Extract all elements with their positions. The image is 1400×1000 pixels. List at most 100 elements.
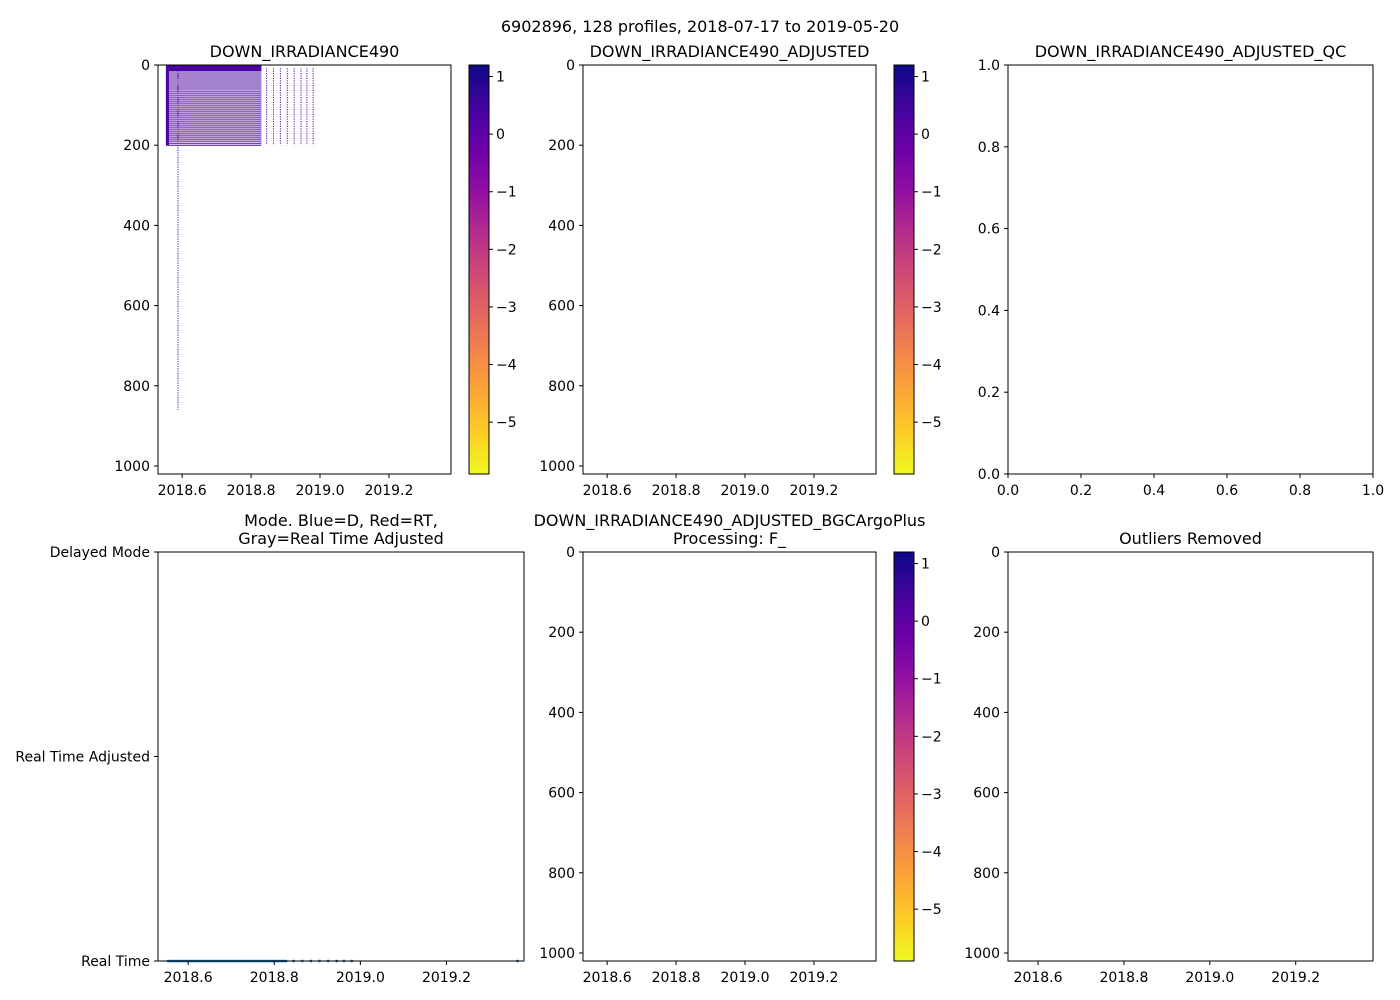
colorbar-tick-label: −3 xyxy=(921,300,942,316)
axes-frame xyxy=(1007,64,1374,475)
y-tick-label: Real Time Adjusted xyxy=(15,750,150,766)
colorbar-tick-label: −3 xyxy=(921,787,942,803)
colorbar-tick-label: −2 xyxy=(921,242,942,258)
y-tick-label: 1000 xyxy=(964,946,1000,962)
colorbar-tick-label: −1 xyxy=(921,672,942,688)
x-tick-label: 2018.8 xyxy=(652,970,701,986)
y-tick-label: 400 xyxy=(548,705,575,721)
colorbar xyxy=(893,64,915,475)
panel-p6: Outliers Removed 2018.6 2018.8 2019.0 2019.2… xyxy=(964,529,1374,986)
y-tick-label: 0.0 xyxy=(978,467,1000,483)
colorbar-tick-label: 0 xyxy=(921,127,930,143)
panel-p1: DOWN_IRRADIANCE490 2018.6 2018.8 2019.0 2019… xyxy=(114,42,516,499)
x-tick-label: 2018.6 xyxy=(164,970,213,986)
suptitle: 6902896, 128 profiles, 2018-07-17 to 201… xyxy=(501,17,899,36)
y-tick-label: 0.4 xyxy=(978,303,1000,319)
colorbar-tick-label: 1 xyxy=(496,70,505,86)
y-tick-label: 800 xyxy=(548,866,575,882)
y-tick-label: 0.8 xyxy=(978,140,1000,156)
y-tick-label: 1.0 xyxy=(978,58,1000,74)
colorbar-tick-label: −1 xyxy=(921,185,942,201)
x-tick-label: 2018.8 xyxy=(227,483,276,499)
colorbar-tick-label: −2 xyxy=(921,729,942,745)
panel-p4: Mode. Blue=D, Red=RT,Gray=Real Time Adju… xyxy=(15,511,525,986)
colorbar xyxy=(893,551,915,962)
x-tick-label: 2019.0 xyxy=(721,483,770,499)
colorbar-tick-label: −4 xyxy=(921,358,942,374)
x-tick-label: 2018.8 xyxy=(1099,970,1148,986)
colorbar xyxy=(468,64,490,475)
colorbar-tick-label: −5 xyxy=(921,415,942,431)
y-tick-label: 200 xyxy=(548,625,575,641)
x-tick-label: 2019.0 xyxy=(336,970,385,986)
colorbar-tick-label: 1 xyxy=(921,70,930,86)
y-tick-label: 800 xyxy=(548,379,575,395)
y-tick-label: 0 xyxy=(991,545,1000,561)
y-tick-label: Delayed Mode xyxy=(50,545,150,561)
colorbar-tick-label: −1 xyxy=(496,185,517,201)
y-tick-label: Real Time xyxy=(81,954,150,970)
panel-p2: DOWN_IRRADIANCE490_ADJUSTED 2018.6 2018.8 2… xyxy=(539,42,941,499)
x-tick-label: 0.0 xyxy=(997,483,1019,499)
y-tick-label: 800 xyxy=(973,866,1000,882)
colorbar-tick-label: −5 xyxy=(921,902,942,918)
x-tick-label: 2019.2 xyxy=(422,970,471,986)
y-tick-label: 600 xyxy=(123,299,150,315)
y-tick-label: 200 xyxy=(973,625,1000,641)
x-tick-label: 2019.0 xyxy=(1185,970,1234,986)
panel-p3: DOWN_IRRADIANCE490_ADJUSTED_QC 0.0 0.2 0.4 0… xyxy=(978,42,1384,499)
panel-title: Outliers Removed xyxy=(1119,529,1262,548)
panel-title: Mode. Blue=D, Red=RT, xyxy=(244,511,438,530)
y-tick-label: 0 xyxy=(566,58,575,74)
x-tick-label: 2018.6 xyxy=(1014,970,1063,986)
colorbar-tick-label: −3 xyxy=(496,300,517,316)
heatmap-surface-band xyxy=(165,65,262,72)
panel-title: DOWN_IRRADIANCE490_ADJUSTED xyxy=(590,42,870,62)
colorbar-tick-label: −4 xyxy=(496,358,517,374)
x-tick-label: 2018.6 xyxy=(583,970,632,986)
y-tick-label: 200 xyxy=(548,138,575,154)
x-tick-label: 2019.2 xyxy=(789,483,838,499)
x-tick-label: 0.4 xyxy=(1143,483,1165,499)
panel-title: DOWN_IRRADIANCE490_ADJUSTED_QC xyxy=(1035,42,1347,62)
colorbar-tick-label: −5 xyxy=(496,415,517,431)
y-tick-label: 1000 xyxy=(114,459,150,475)
y-tick-label: 600 xyxy=(973,786,1000,802)
panel-p5: DOWN_IRRADIANCE490_ADJUSTED_BGCArgoPlusP… xyxy=(534,511,942,986)
axes-frame xyxy=(582,551,877,962)
axes-frame xyxy=(157,551,525,962)
x-tick-label: 2019.2 xyxy=(789,970,838,986)
axes-frame xyxy=(582,64,877,475)
y-tick-label: 400 xyxy=(973,705,1000,721)
y-tick-label: 0.2 xyxy=(978,385,1000,401)
x-tick-label: 2019.0 xyxy=(296,483,345,499)
colorbar-tick-label: −2 xyxy=(496,242,517,258)
axes-frame xyxy=(1007,551,1374,962)
x-tick-label: 2019.0 xyxy=(721,970,770,986)
y-tick-label: 600 xyxy=(548,786,575,802)
y-tick-label: 600 xyxy=(548,299,575,315)
y-tick-label: 1000 xyxy=(539,459,575,475)
axes-frame xyxy=(157,64,452,475)
x-tick-label: 1.0 xyxy=(1362,483,1384,499)
x-tick-label: 2019.2 xyxy=(364,483,413,499)
heatmap-edge-profile xyxy=(165,71,169,146)
x-tick-label: 0.8 xyxy=(1289,483,1311,499)
x-tick-label: 2019.2 xyxy=(1271,970,1320,986)
y-tick-label: 0 xyxy=(566,545,575,561)
panel-subtitle: Gray=Real Time Adjusted xyxy=(238,529,444,548)
panel-title: DOWN_IRRADIANCE490 xyxy=(210,42,400,62)
colorbar-tick-label: 0 xyxy=(496,127,505,143)
y-tick-label: 1000 xyxy=(539,946,575,962)
y-tick-label: 0.6 xyxy=(978,222,1000,238)
x-tick-label: 2018.6 xyxy=(158,483,207,499)
x-tick-label: 2018.8 xyxy=(652,483,701,499)
x-tick-label: 0.2 xyxy=(1070,483,1092,499)
x-tick-label: 2018.8 xyxy=(250,970,299,986)
colorbar-tick-label: −4 xyxy=(921,845,942,861)
y-tick-label: 0 xyxy=(141,58,150,74)
colorbar-tick-label: 1 xyxy=(921,557,930,573)
y-tick-label: 200 xyxy=(123,138,150,154)
panel-subtitle: Processing: F_ xyxy=(673,529,787,549)
x-tick-label: 2018.6 xyxy=(583,483,632,499)
